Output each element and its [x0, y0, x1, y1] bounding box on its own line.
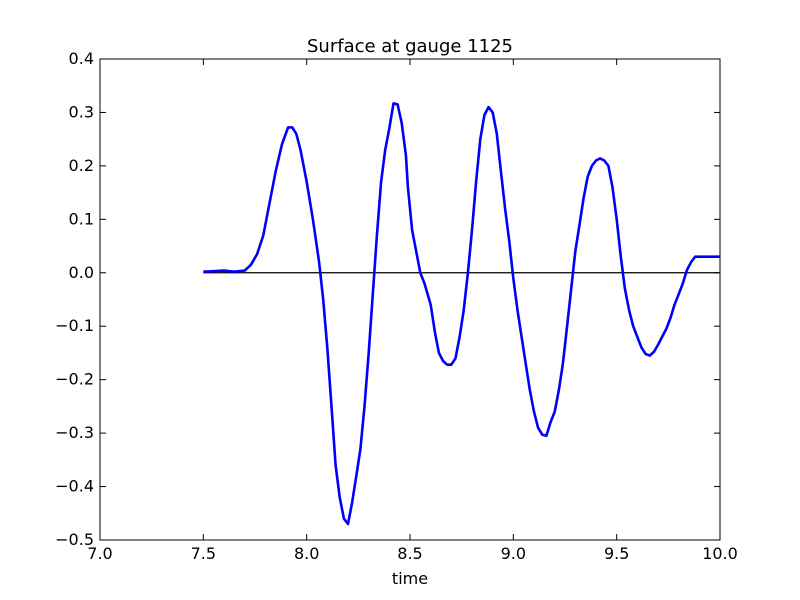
chart-title: Surface at gauge 1125	[307, 36, 513, 57]
axis-ticks: 7.0 7.5 8.0 8.5 9.0 9.5 10.0 0.4 0.3 0.2 0.1 0.0 −0.…	[55, 49, 738, 563]
x-tick-label: 7.0	[87, 544, 112, 563]
y-tick-label: −0.2	[55, 370, 94, 389]
surface-series-line	[203, 102, 720, 526]
y-tick-label: 0.4	[69, 49, 94, 68]
y-tick-label: 0.3	[69, 102, 94, 121]
x-axis-label: time	[392, 569, 428, 588]
x-tick-label: 7.5	[191, 544, 216, 563]
x-tick-label: 8.0	[294, 544, 319, 563]
x-tick-label: 9.5	[604, 544, 629, 563]
plot-area	[203, 102, 720, 526]
y-tick-label: 0.1	[69, 209, 94, 228]
x-tick-label: 10.0	[702, 544, 738, 563]
x-tick-label: 9.0	[501, 544, 526, 563]
y-tick-label: 0.2	[69, 156, 94, 175]
y-tick-label: 0.0	[69, 263, 94, 282]
y-tick-label: −0.5	[55, 530, 94, 549]
x-tick-label: 8.5	[397, 544, 422, 563]
y-tick-label: −0.1	[55, 316, 94, 335]
y-tick-label: −0.4	[55, 477, 94, 496]
y-tick-label: −0.3	[55, 423, 94, 442]
